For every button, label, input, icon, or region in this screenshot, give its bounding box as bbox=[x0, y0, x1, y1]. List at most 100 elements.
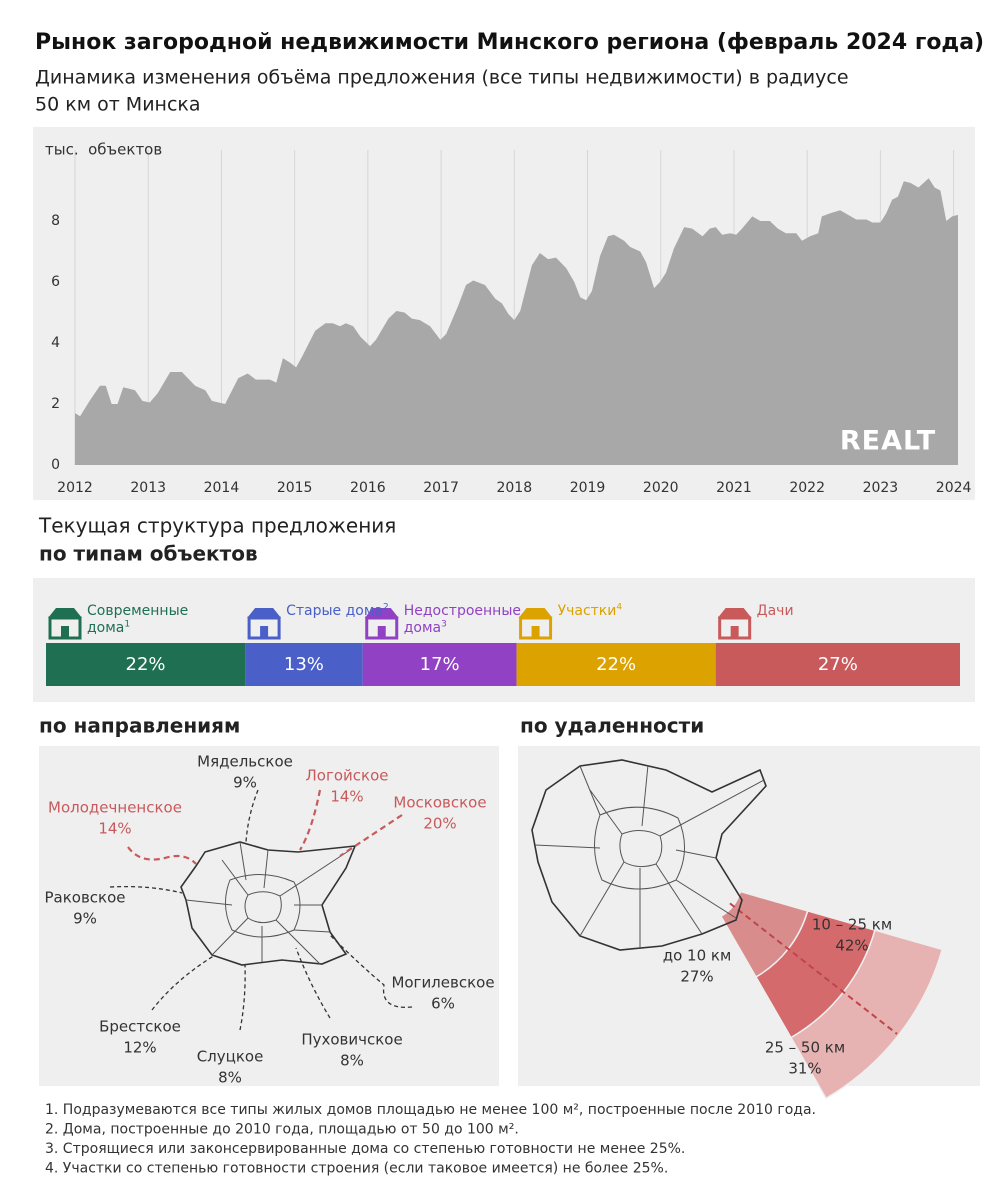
subtitle: Динамика изменения объёма предложения (в… bbox=[35, 67, 849, 89]
type-name-text: Недостроенные дома bbox=[403, 603, 521, 636]
footnote-ref: 3 bbox=[441, 619, 447, 630]
distance-value: 27% bbox=[680, 968, 713, 986]
x-tick-label: 2018 bbox=[496, 480, 532, 496]
direction-line bbox=[329, 934, 413, 1008]
direction-line bbox=[109, 885, 183, 894]
y-tick-label: 8 bbox=[51, 213, 60, 229]
icon-door bbox=[377, 626, 386, 638]
bar-segment bbox=[46, 643, 246, 686]
section-title: по направлениям bbox=[39, 714, 240, 738]
distance-sectors: до 10 км 27% 10 – 25 км 42% 25 – 50 км 31% bbox=[663, 890, 944, 1100]
y-tick-label: 6 bbox=[51, 274, 60, 290]
x-tick-label: 2023 bbox=[863, 480, 899, 496]
type-name: Старые дома2 bbox=[286, 603, 396, 620]
direction-name: Пуховичское bbox=[301, 1031, 402, 1049]
type-name: Недостроенные дома3 bbox=[404, 603, 529, 637]
direction-value: 20% bbox=[423, 815, 456, 833]
direction-line bbox=[295, 947, 331, 1019]
city-map bbox=[531, 759, 767, 951]
logo: REALT bbox=[840, 426, 936, 457]
x-tick-label: 2014 bbox=[204, 480, 240, 496]
x-tick-label: 2015 bbox=[277, 480, 313, 496]
distance-value: 31% bbox=[788, 1060, 821, 1078]
footnote-ref: 1 bbox=[124, 619, 131, 630]
y-axis-label: тыс. объектов bbox=[45, 141, 162, 159]
type-icon bbox=[48, 608, 82, 640]
direction-labels: Мядельское 9% Логойское 14% Московское 20% Мог… bbox=[44, 753, 494, 1087]
type-icon bbox=[518, 608, 553, 640]
distance-name: до 10 км bbox=[663, 947, 732, 965]
direction-name: Молодечненское bbox=[48, 799, 182, 817]
distance-value: 42% bbox=[835, 937, 868, 955]
x-tick-label: 2022 bbox=[789, 480, 825, 496]
type-icon bbox=[717, 608, 752, 640]
direction-line bbox=[339, 814, 403, 857]
x-tick-label: 2016 bbox=[350, 480, 386, 496]
bar-segment bbox=[245, 643, 363, 686]
bar-label: 22% bbox=[126, 654, 166, 675]
type-icon bbox=[247, 608, 282, 640]
footnote: 4. Участки со степенью готовности строен… bbox=[45, 1161, 668, 1177]
y-tick-label: 4 bbox=[51, 335, 60, 351]
x-tick-label: 2012 bbox=[57, 480, 93, 496]
x-tick-label: 2013 bbox=[130, 480, 166, 496]
footnotes: 1. Подразумеваются все типы жилых домов … bbox=[45, 1102, 816, 1177]
city-map bbox=[180, 841, 357, 966]
footnote-ref: 2 bbox=[382, 602, 389, 613]
footnote: 3. Строящиеся или законсервированные дом… bbox=[45, 1141, 685, 1157]
direction-value: 6% bbox=[431, 995, 455, 1013]
direction-line bbox=[151, 954, 216, 1011]
icon-door bbox=[730, 626, 739, 638]
bar-label: 17% bbox=[420, 654, 460, 675]
bar-label: 27% bbox=[818, 654, 858, 675]
direction-value: 14% bbox=[98, 820, 131, 838]
section-subtitle: по типам объектов bbox=[39, 542, 258, 566]
icon-door bbox=[260, 626, 269, 638]
y-tick-label: 2 bbox=[51, 396, 60, 412]
direction-name: Мядельское bbox=[197, 753, 293, 771]
icon-roof bbox=[48, 608, 82, 618]
x-tick-label: 2024 bbox=[936, 480, 972, 496]
distance-sector bbox=[789, 929, 944, 1100]
distance-axis bbox=[729, 902, 898, 1035]
footnote: 2. Дома, построенные до 2010 года, площа… bbox=[45, 1122, 519, 1138]
bar-segment bbox=[362, 643, 517, 686]
distance-name: 10 – 25 км bbox=[812, 916, 892, 934]
area-chart: 2012 2013 2014 2015 2016 2017 2018 2019 2020 2021… bbox=[45, 141, 972, 497]
direction-value: 9% bbox=[73, 910, 97, 928]
icon-door bbox=[531, 626, 540, 638]
bar-label: 22% bbox=[596, 654, 636, 675]
type-icon bbox=[364, 608, 399, 640]
directions-panel bbox=[39, 746, 499, 1086]
type-name: Современные дома1 bbox=[87, 603, 197, 637]
type-name: Участки4 bbox=[558, 603, 668, 620]
type-name-text: Современные дома bbox=[87, 603, 189, 636]
direction-value: 8% bbox=[218, 1069, 242, 1087]
direction-value: 14% bbox=[330, 788, 363, 806]
type-name-text: Старые дома bbox=[286, 603, 383, 619]
type-name: Дачи bbox=[757, 603, 867, 620]
direction-line bbox=[239, 964, 246, 1031]
direction-name: Брестское bbox=[99, 1018, 181, 1036]
distance-name: 25 – 50 км bbox=[765, 1039, 845, 1057]
subtitle: 50 км от Минска bbox=[35, 94, 201, 116]
area bbox=[75, 178, 958, 466]
bar-segment bbox=[715, 643, 960, 686]
type-name-text: Дачи bbox=[756, 603, 794, 619]
bar-label: 13% bbox=[284, 654, 324, 675]
section-title: по удаленности bbox=[520, 714, 704, 738]
direction-value: 8% bbox=[340, 1052, 364, 1070]
structure-bar: 22% 13% 17% 22% 27% bbox=[46, 608, 960, 686]
direction-name: Раковское bbox=[44, 889, 125, 907]
icon-roof bbox=[247, 608, 282, 618]
direction-name: Логойское bbox=[306, 767, 389, 785]
x-tick-label: 2021 bbox=[716, 480, 752, 496]
icon-roof bbox=[364, 608, 399, 618]
y-tick-label: 0 bbox=[51, 457, 60, 473]
direction-line bbox=[245, 789, 259, 843]
footnote: 1. Подразумеваются все типы жилых домов … bbox=[45, 1102, 816, 1118]
bar-segment bbox=[516, 643, 716, 686]
title: Рынок загородной недвижимости Минского р… bbox=[35, 30, 984, 55]
icon-roof bbox=[518, 608, 553, 618]
icon-door bbox=[61, 626, 69, 638]
